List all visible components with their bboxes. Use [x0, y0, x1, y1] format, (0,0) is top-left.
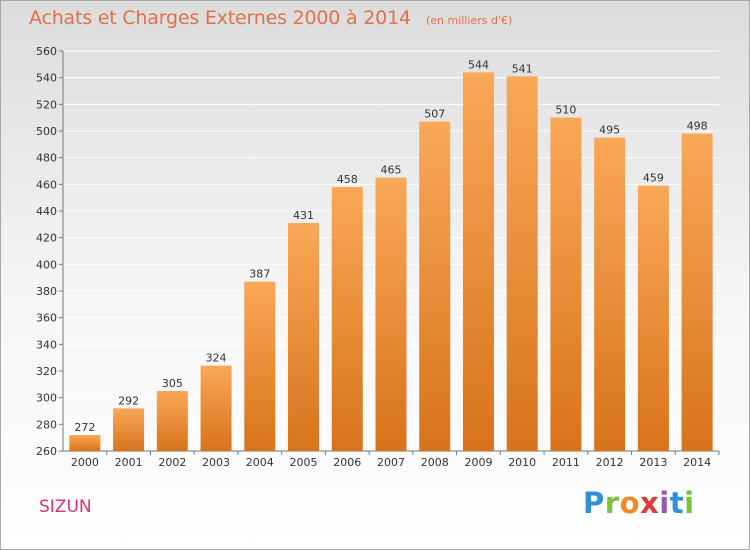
x-tick-label: 2002	[158, 456, 186, 469]
y-tick-label: 340	[36, 338, 57, 351]
x-tick-label: 2011	[552, 456, 580, 469]
proxiti-logo: Proxiti	[583, 486, 695, 520]
data-label: 507	[424, 108, 445, 121]
x-tick-label: 2008	[421, 456, 449, 469]
bar	[637, 185, 669, 451]
logo-letter: o	[619, 486, 641, 520]
bar	[113, 408, 145, 451]
y-tick-label: 300	[36, 392, 57, 405]
data-label: 272	[74, 421, 95, 434]
logo-letter: r	[604, 486, 620, 520]
commune-name: SIZUN	[39, 497, 92, 517]
bar	[419, 121, 451, 452]
y-tick-label: 500	[36, 125, 57, 138]
y-tick-label: 400	[36, 258, 57, 271]
bar	[594, 137, 626, 451]
x-tick-label: 2003	[202, 456, 230, 469]
y-tick-label: 560	[36, 45, 57, 58]
logo-letter: t	[669, 486, 685, 520]
x-tick-label: 2000	[71, 456, 99, 469]
data-label: 305	[162, 377, 183, 390]
bar	[69, 435, 101, 451]
y-tick-label: 380	[36, 285, 57, 298]
logo-letter: i	[684, 486, 695, 520]
y-tick-label: 420	[36, 232, 57, 245]
logo-letter: P	[583, 486, 605, 520]
data-label: 510	[555, 104, 576, 117]
bar	[200, 365, 232, 451]
bar	[375, 177, 407, 451]
x-tick-labels: 2000 2001 2002 2003 2004 2005 2006 2007 2008 2009…	[71, 456, 711, 469]
y-tick-label: 280	[36, 418, 57, 431]
y-tick-label: 440	[36, 205, 57, 218]
y-tick-label: 480	[36, 152, 57, 165]
data-labels: 272 292 305 324 387 431 458 465 507 544 541 510 495 4…	[74, 58, 707, 434]
x-tick-label: 2009	[464, 456, 492, 469]
x-tick-label: 2006	[333, 456, 361, 469]
chart-unit: (en milliers d'€)	[425, 14, 513, 27]
x-tick-label: 2010	[508, 456, 536, 469]
data-label: 292	[118, 394, 139, 407]
x-tick-label: 2012	[596, 456, 624, 469]
logo-letter: x	[640, 486, 660, 520]
y-tick-label: 460	[36, 178, 57, 191]
bar	[506, 76, 538, 451]
x-tick-label: 2013	[639, 456, 667, 469]
data-label: 431	[293, 209, 314, 222]
y-tick-labels: 260 280 300 320 340 360 380 400 420 440 460 480 500 5…	[36, 45, 57, 458]
y-tick-label: 320	[36, 365, 57, 378]
bar	[462, 72, 494, 451]
bar	[156, 391, 188, 451]
data-label: 541	[512, 62, 533, 75]
x-tick-label: 2007	[377, 456, 405, 469]
x-tick-label: 2005	[290, 456, 318, 469]
bar	[244, 281, 276, 451]
data-label: 387	[249, 268, 270, 281]
y-tick-label: 260	[36, 445, 57, 458]
bars	[69, 72, 713, 452]
x-tick-label: 2001	[115, 456, 143, 469]
y-tick-label: 520	[36, 98, 57, 111]
data-label: 495	[599, 124, 620, 137]
bar	[288, 223, 320, 451]
logo-letter: i	[659, 486, 670, 520]
data-label: 465	[381, 164, 402, 177]
bar	[550, 117, 582, 452]
y-tick-label: 360	[36, 312, 57, 325]
data-label: 498	[687, 120, 708, 133]
data-label: 544	[468, 58, 489, 71]
data-label: 458	[337, 173, 358, 186]
data-label: 324	[206, 352, 227, 365]
x-tick-label: 2014	[683, 456, 711, 469]
bar	[331, 187, 363, 451]
y-tick-label: 540	[36, 72, 57, 85]
bar	[681, 133, 713, 451]
data-label: 459	[643, 172, 664, 185]
chart-title: Achats et Charges Externes 2000 à 2014	[29, 7, 411, 29]
x-tick-label: 2004	[246, 456, 274, 469]
title-row: Achats et Charges Externes 2000 à 2014 (…	[29, 7, 512, 29]
